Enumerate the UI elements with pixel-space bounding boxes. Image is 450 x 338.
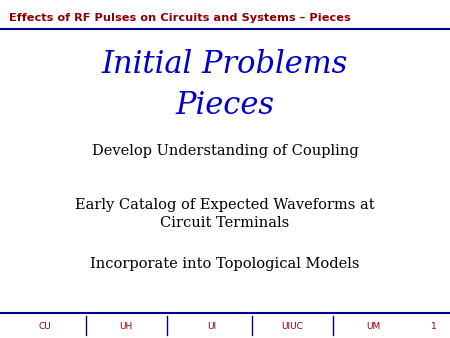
Text: UM: UM — [366, 322, 381, 331]
Text: UH: UH — [119, 322, 133, 331]
Text: 1: 1 — [431, 322, 436, 331]
Text: Early Catalog of Expected Waveforms at
Circuit Terminals: Early Catalog of Expected Waveforms at C… — [75, 198, 375, 230]
Text: UI: UI — [207, 322, 216, 331]
Text: CU: CU — [39, 322, 51, 331]
Text: Initial Problems: Initial Problems — [102, 49, 348, 80]
Text: Incorporate into Topological Models: Incorporate into Topological Models — [90, 257, 360, 271]
Text: UIUC: UIUC — [282, 322, 303, 331]
Text: Develop Understanding of Coupling: Develop Understanding of Coupling — [92, 144, 358, 158]
Text: Pieces: Pieces — [176, 90, 274, 121]
Text: Effects of RF Pulses on Circuits and Systems – Pieces: Effects of RF Pulses on Circuits and Sys… — [9, 13, 351, 23]
